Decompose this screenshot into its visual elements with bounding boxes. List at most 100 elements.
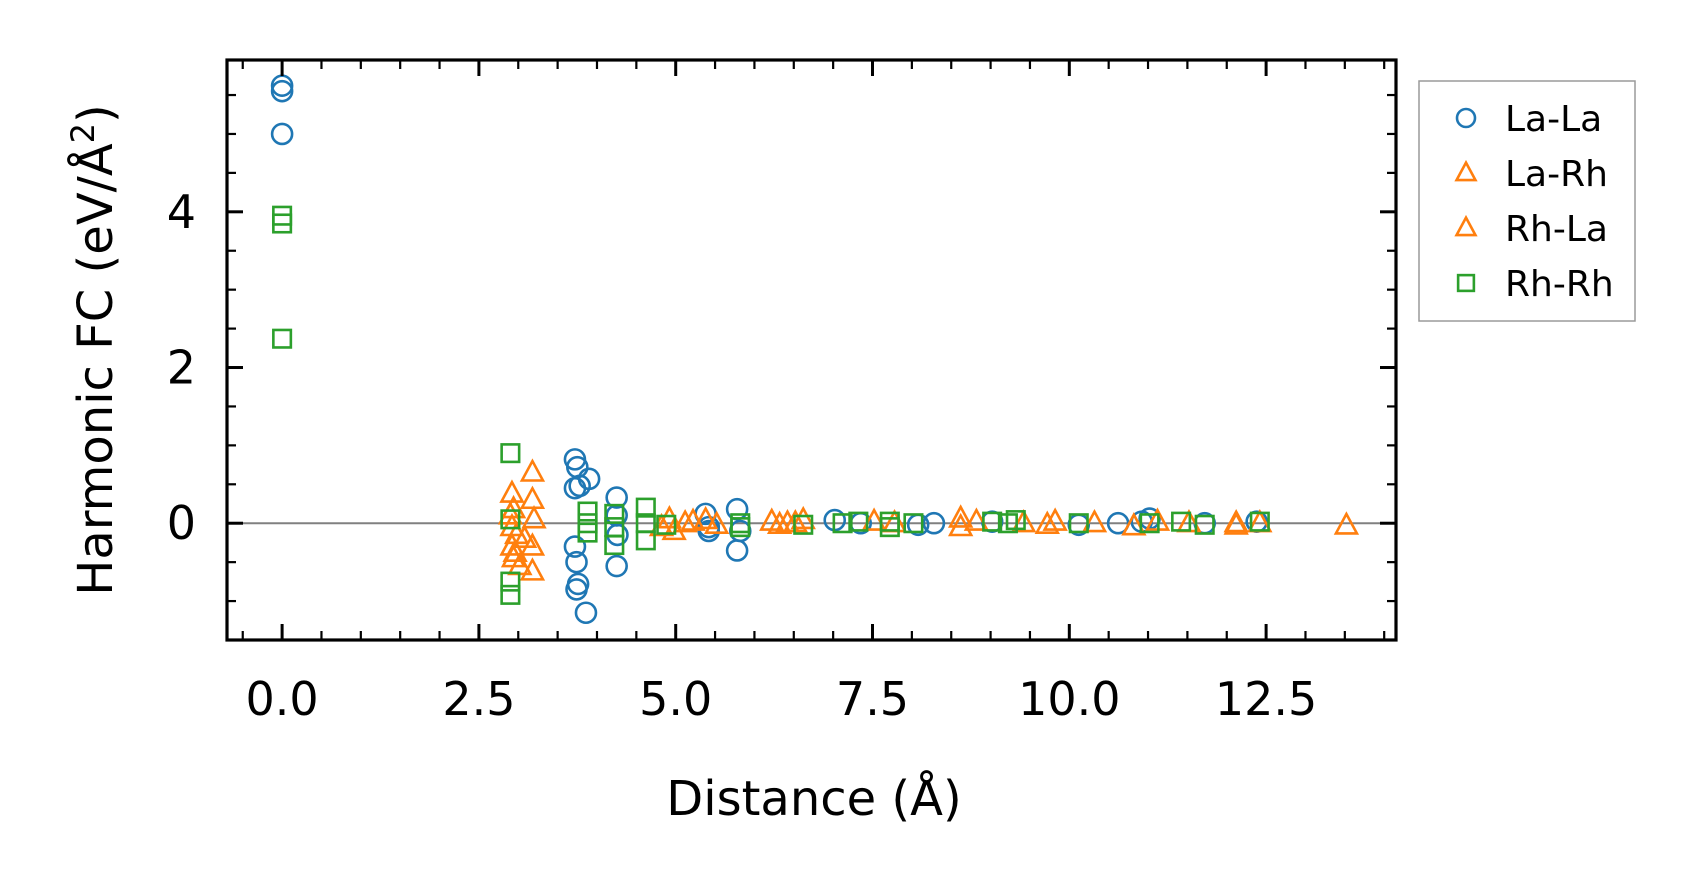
x-axis-title: Distance (Å) (666, 770, 961, 827)
rh-rh-point (1194, 514, 1215, 535)
rh-la-point (511, 524, 538, 548)
la-rh-point (692, 505, 719, 530)
x-tick-label: 12.5 (1215, 672, 1317, 726)
la-rh-point (1081, 508, 1108, 533)
la-la-point (565, 550, 588, 574)
legend-entry-la-la: La-La (1455, 99, 1602, 140)
rh-rh-point (879, 517, 900, 538)
la-rh-point (881, 508, 908, 533)
la-rh-point (1034, 510, 1060, 534)
y-tick-label: 2 (167, 341, 196, 395)
legend-entry-la-rh: La-Rh (1454, 154, 1608, 195)
series-la-la (270, 74, 1268, 625)
y-tick-label: 4 (167, 185, 196, 239)
rh-rh-point (1068, 513, 1089, 534)
rh-rh-point (903, 513, 924, 534)
rh-rh-point (635, 530, 656, 551)
series-rh-rh (272, 205, 1270, 605)
rh-la-point (1223, 511, 1249, 535)
la-la-point (270, 122, 294, 146)
rh-rh-point (604, 503, 625, 524)
legend-label: Rh-La (1505, 209, 1608, 250)
legend-entry-rh-rh: Rh-Rh (1456, 264, 1614, 305)
rh-la-point (1010, 508, 1037, 533)
legend-frame (1418, 80, 1636, 322)
legend: La-La La-Rh Rh-La Rh-Rh (1418, 80, 1636, 322)
rh-rh-point (1005, 510, 1026, 531)
la-la-point (922, 511, 946, 535)
legend-label: La-La (1505, 99, 1602, 140)
legend-label: Rh-Rh (1505, 264, 1614, 305)
la-rh-point (963, 507, 990, 531)
la-la-point (563, 535, 587, 558)
rh-rh-point (982, 511, 1003, 532)
rh-la-point (947, 512, 974, 537)
rh-rh-point (604, 534, 625, 556)
legend-label: La-Rh (1505, 154, 1608, 195)
x-tick-label: 0.0 (246, 672, 319, 726)
la-la-point (697, 519, 721, 543)
rh-la-point (703, 510, 730, 534)
rh-la-point (861, 507, 887, 531)
legend-entry-rh-la: Rh-La (1454, 209, 1608, 250)
rh-rh-point (1171, 511, 1192, 532)
x-tick-label: 5.0 (639, 672, 712, 726)
rh-rh-point (793, 514, 814, 535)
x-tick-labels: 0.0 2.5 5.0 7.5 10.0 12.5 (246, 672, 1318, 726)
la-la-point (577, 467, 601, 491)
rh-la-point (1121, 512, 1147, 536)
la-rh-point (521, 505, 547, 529)
rh-rh-point (500, 584, 521, 605)
legend-marker-la-rh (1454, 159, 1478, 182)
rh-la-point (499, 532, 525, 556)
series-la-rh (499, 458, 1360, 581)
la-rh-point (1333, 511, 1360, 535)
y-tick-label: 0 (167, 496, 196, 550)
rh-la-point (672, 508, 698, 533)
x-tick-label: 7.5 (836, 672, 909, 726)
rh-rh-point (832, 513, 853, 534)
rh-rh-point (1139, 513, 1160, 534)
rh-la-point (497, 501, 524, 525)
y-axis-title: Harmonic FC (eV/Å2) (64, 104, 124, 596)
la-rh-point (519, 532, 546, 556)
plot-frame (225, 58, 1398, 642)
y-axis-title-main: Harmonic FC (eV/Å (67, 143, 124, 596)
la-la-point (605, 486, 628, 509)
rh-rh-point (272, 328, 293, 349)
rh-rh-point (577, 522, 598, 543)
data-points-layer (270, 74, 1360, 625)
la-la-point (270, 79, 294, 103)
rh-rh-point (730, 517, 751, 538)
rh-rh-point (635, 497, 656, 518)
rh-rh-point (500, 443, 521, 464)
x-tick-label: 2.5 (442, 672, 515, 726)
legend-marker-rh-la (1454, 214, 1478, 237)
legend-entries: La-La La-Rh Rh-La Rh-Rh (1454, 99, 1614, 305)
la-rh-point (947, 504, 974, 528)
legend-marker-rh-rh (1456, 273, 1476, 293)
rh-rh-point (500, 509, 521, 530)
rh-rh-point (848, 511, 869, 532)
axis-ticks-layer (227, 60, 1396, 642)
y-tick-labels: 0 2 4 (167, 185, 196, 550)
la-la-point (605, 554, 628, 578)
y-axis-title-superscript: 2 (64, 123, 102, 143)
rh-rh-point (1249, 511, 1270, 532)
la-rh-point (519, 458, 546, 482)
x-tick-label: 10.0 (1018, 672, 1120, 726)
rh-rh-point (577, 501, 598, 522)
la-rh-point (519, 485, 546, 510)
la-la-point (565, 578, 588, 601)
y-axis-title-suffix: ) (68, 104, 124, 123)
rh-la-point (1042, 507, 1068, 531)
la-la-point (725, 497, 749, 521)
legend-marker-la-la (1455, 107, 1477, 129)
rh-rh-point (500, 571, 521, 592)
la-la-point (725, 539, 749, 562)
rh-rh-point (272, 213, 293, 234)
rh-rh-point (656, 514, 677, 535)
rh-la-point (766, 510, 793, 534)
la-la-point (574, 601, 598, 625)
